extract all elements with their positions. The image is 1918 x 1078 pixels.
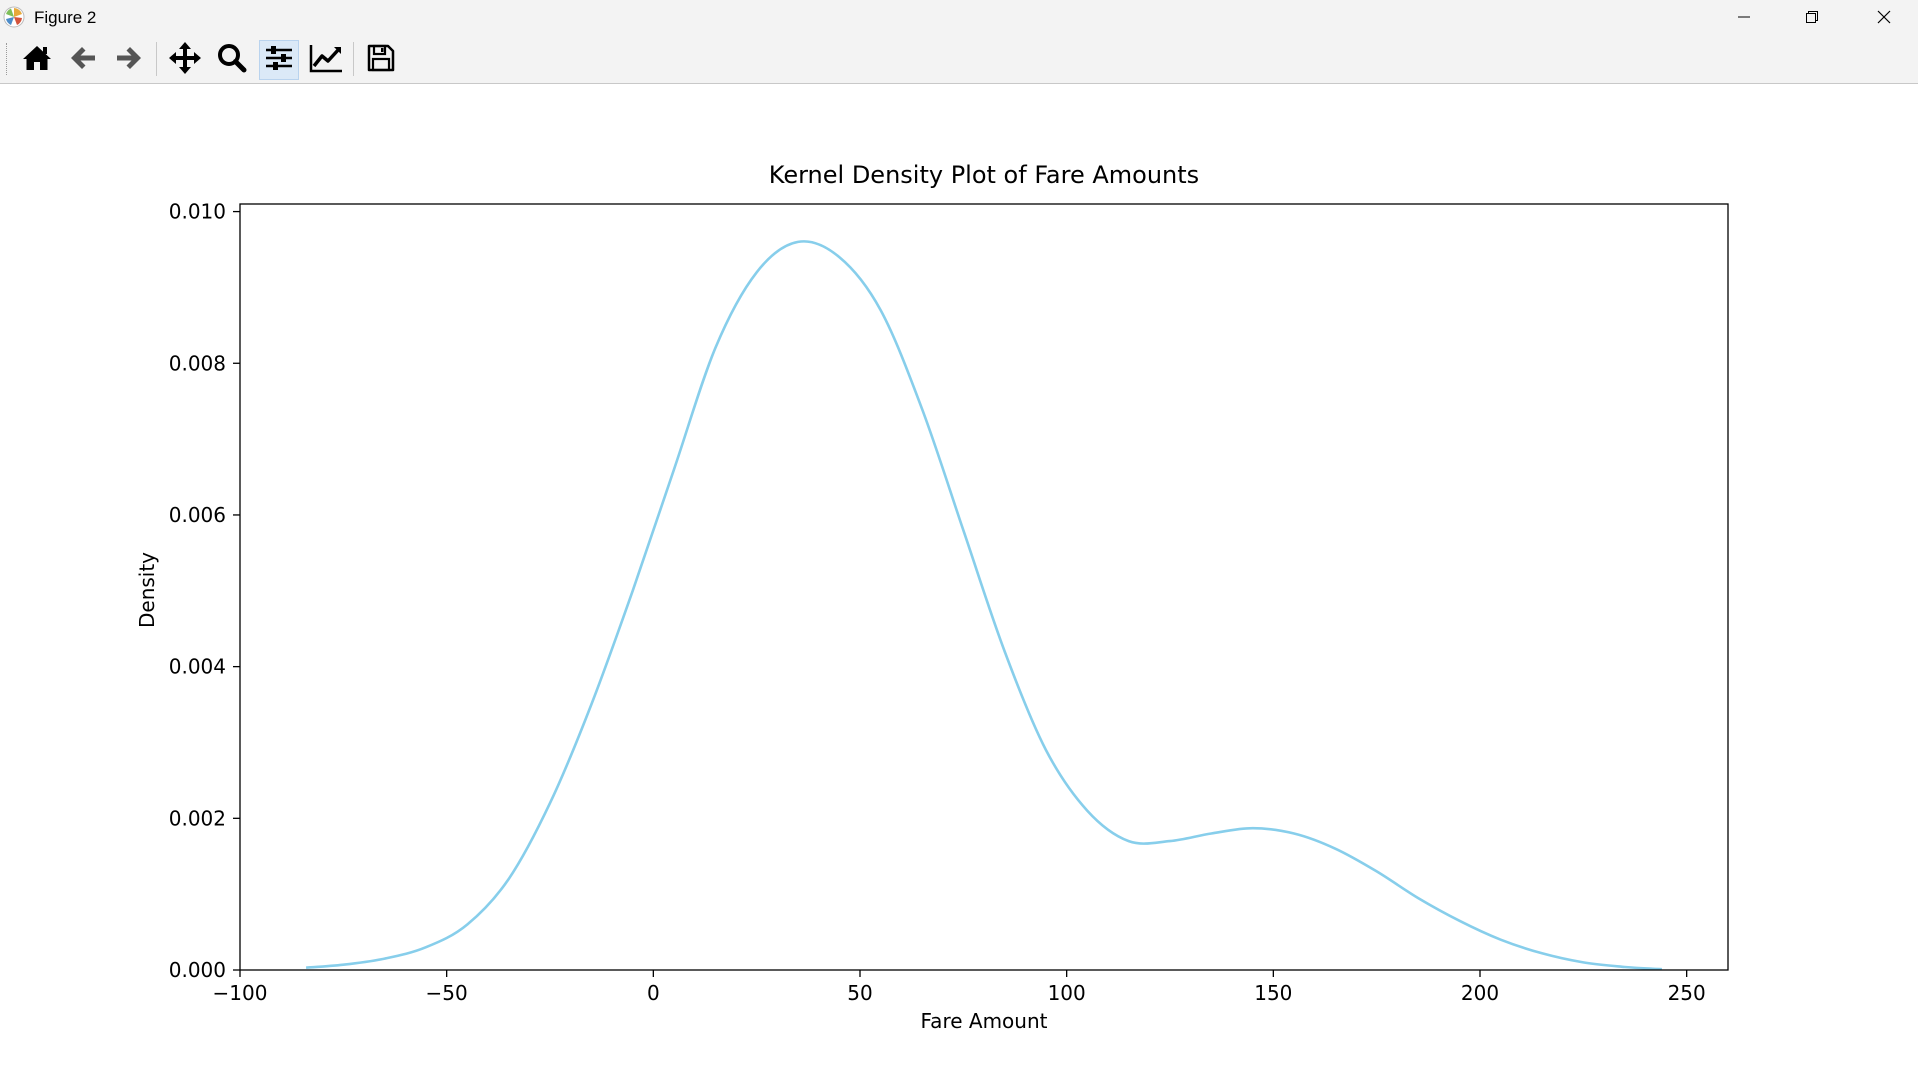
x-tick-label: 0 <box>647 981 660 1005</box>
window-title: Figure 2 <box>34 8 97 27</box>
y-tick-label: 0.002 <box>169 806 226 830</box>
x-tick-label: 100 <box>1048 981 1086 1005</box>
y-axis: 0.000 0.002 0.004 0.006 0.008 0.010 <box>169 200 240 982</box>
chart-title: Kernel Density Plot of Fare Amounts <box>769 161 1199 189</box>
axes-frame <box>239 203 1729 971</box>
arrow-right-icon <box>114 43 144 77</box>
toolbar-grip[interactable] <box>6 43 8 75</box>
close-icon <box>1876 9 1892 25</box>
y-tick-label: 0.010 <box>169 200 226 224</box>
close-button[interactable] <box>1850 0 1918 34</box>
y-tick-label: 0.008 <box>169 351 226 375</box>
x-tick-label: −100 <box>213 981 268 1005</box>
y-tick-label: 0.000 <box>169 958 226 982</box>
pan-button[interactable] <box>165 40 205 80</box>
move-icon <box>168 41 202 79</box>
x-tick-label: 250 <box>1668 981 1706 1005</box>
line-chart-icon <box>308 42 344 78</box>
x-axis: −100 −50 0 50 100 150 200 250 <box>213 970 1706 1005</box>
figure-canvas[interactable]: Kernel Density Plot of Fare Amounts −100… <box>0 85 1918 1078</box>
matplotlib-icon <box>2 5 26 29</box>
y-axis-label: Density <box>135 552 159 628</box>
minimize-button[interactable] <box>1710 0 1778 34</box>
home-icon <box>21 42 53 78</box>
plot-area <box>239 203 1729 971</box>
x-tick-label: 50 <box>847 981 872 1005</box>
x-tick-label: 200 <box>1461 981 1499 1005</box>
restore-icon <box>1805 10 1819 24</box>
x-axis-label: Fare Amount <box>921 1009 1048 1033</box>
x-tick-label: −50 <box>426 981 468 1005</box>
x-tick-label: 150 <box>1254 981 1292 1005</box>
kde-chart: Kernel Density Plot of Fare Amounts −100… <box>135 161 1729 1033</box>
sliders-icon <box>263 42 295 78</box>
configure-subplots-button[interactable] <box>259 40 299 80</box>
edit-axis-button[interactable] <box>306 40 346 80</box>
arrow-left-icon <box>68 43 98 77</box>
zoom-button[interactable] <box>212 40 252 80</box>
home-button[interactable] <box>17 40 57 80</box>
toolbar-separator <box>156 42 157 76</box>
save-button[interactable] <box>361 40 401 80</box>
y-tick-label: 0.006 <box>169 503 226 527</box>
floppy-disk-icon <box>366 43 396 77</box>
magnifier-icon <box>216 42 248 78</box>
window-titlebar: Figure 2 <box>0 0 1918 34</box>
y-tick-label: 0.004 <box>169 655 226 679</box>
navigation-toolbar <box>0 34 1918 84</box>
forward-button[interactable] <box>109 40 149 80</box>
restore-button[interactable] <box>1778 0 1846 34</box>
kde-series-line-0 <box>305 240 1662 971</box>
minimize-icon <box>1737 10 1751 24</box>
back-button[interactable] <box>63 40 103 80</box>
toolbar-separator <box>353 42 354 76</box>
